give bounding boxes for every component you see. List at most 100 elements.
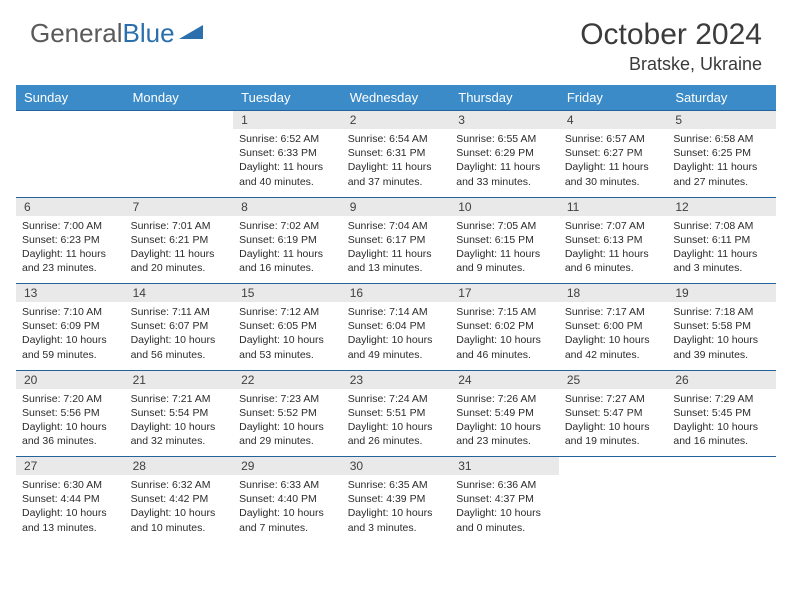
daylight-text: Daylight: 10 hours and 10 minutes.: [131, 506, 228, 534]
sunrise-text: Sunrise: 6:36 AM: [456, 478, 553, 492]
day-number-cell: 7: [125, 197, 234, 216]
daylight-text: Daylight: 10 hours and 0 minutes.: [456, 506, 553, 534]
sunset-text: Sunset: 6:33 PM: [239, 146, 336, 160]
day-header: Saturday: [667, 85, 776, 111]
daylight-text: Daylight: 10 hours and 53 minutes.: [239, 333, 336, 361]
day-number-cell: 10: [450, 197, 559, 216]
sunset-text: Sunset: 6:23 PM: [22, 233, 119, 247]
day-header: Monday: [125, 85, 234, 111]
day-number-cell: 29: [233, 457, 342, 476]
sunset-text: Sunset: 6:29 PM: [456, 146, 553, 160]
daylight-text: Daylight: 11 hours and 33 minutes.: [456, 160, 553, 188]
day-number-cell: 12: [667, 197, 776, 216]
sunset-text: Sunset: 6:31 PM: [348, 146, 445, 160]
day-content-cell: Sunrise: 7:26 AMSunset: 5:49 PMDaylight:…: [450, 389, 559, 457]
daylight-text: Daylight: 11 hours and 9 minutes.: [456, 247, 553, 275]
daylight-text: Daylight: 11 hours and 30 minutes.: [565, 160, 662, 188]
sunset-text: Sunset: 6:17 PM: [348, 233, 445, 247]
day-content-cell: Sunrise: 7:01 AMSunset: 6:21 PMDaylight:…: [125, 216, 234, 284]
day-content-cell: Sunrise: 6:52 AMSunset: 6:33 PMDaylight:…: [233, 129, 342, 197]
sunset-text: Sunset: 4:37 PM: [456, 492, 553, 506]
daylight-text: Daylight: 11 hours and 16 minutes.: [239, 247, 336, 275]
day-number-cell: 13: [16, 284, 125, 303]
daylight-text: Daylight: 10 hours and 7 minutes.: [239, 506, 336, 534]
day-content-cell: Sunrise: 7:07 AMSunset: 6:13 PMDaylight:…: [559, 216, 668, 284]
sunrise-text: Sunrise: 7:10 AM: [22, 305, 119, 319]
day-number-cell: 16: [342, 284, 451, 303]
day-number-cell: [16, 111, 125, 130]
day-number-cell: 22: [233, 370, 342, 389]
sunrise-text: Sunrise: 7:14 AM: [348, 305, 445, 319]
logo-text-2: Blue: [123, 18, 175, 48]
sunrise-text: Sunrise: 7:21 AM: [131, 392, 228, 406]
day-number-cell: [667, 457, 776, 476]
day-content-cell: Sunrise: 6:30 AMSunset: 4:44 PMDaylight:…: [16, 475, 125, 543]
day-content-cell: [16, 129, 125, 197]
daylight-text: Daylight: 10 hours and 19 minutes.: [565, 420, 662, 448]
day-number-cell: 5: [667, 111, 776, 130]
sunrise-text: Sunrise: 6:57 AM: [565, 132, 662, 146]
sunrise-text: Sunrise: 7:07 AM: [565, 219, 662, 233]
sunset-text: Sunset: 5:58 PM: [673, 319, 770, 333]
day-content-cell: Sunrise: 7:21 AMSunset: 5:54 PMDaylight:…: [125, 389, 234, 457]
sunset-text: Sunset: 6:11 PM: [673, 233, 770, 247]
title-block: October 2024 Bratske, Ukraine: [580, 18, 762, 75]
day-content-row: Sunrise: 6:52 AMSunset: 6:33 PM Daylight:…: [16, 129, 776, 197]
sunrise-text: Sunrise: 7:04 AM: [348, 219, 445, 233]
day-content-cell: Sunrise: 6:58 AMSunset: 6:25 PMDaylight:…: [667, 129, 776, 197]
daylight-text: Daylight: 10 hours and 56 minutes.: [131, 333, 228, 361]
sunrise-text: Sunrise: 6:52 AM: [239, 132, 336, 146]
page-title: October 2024: [580, 18, 762, 52]
sunrise-text: Sunrise: 6:35 AM: [348, 478, 445, 492]
sunrise-text: Sunrise: 6:54 AM: [348, 132, 445, 146]
daylight-text: Daylight: 10 hours and 29 minutes.: [239, 420, 336, 448]
sunrise-text: Sunrise: 7:27 AM: [565, 392, 662, 406]
logo-text: GeneralBlue: [30, 18, 175, 49]
day-number-cell: 20: [16, 370, 125, 389]
day-content-cell: [559, 475, 668, 543]
day-number-row: 12345: [16, 111, 776, 130]
sunset-text: Sunset: 6:27 PM: [565, 146, 662, 160]
day-number-cell: 28: [125, 457, 234, 476]
daylight-text: Daylight: 11 hours and 27 minutes.: [673, 160, 770, 188]
day-number-cell: 30: [342, 457, 451, 476]
day-content-cell: Sunrise: 7:27 AMSunset: 5:47 PMDaylight:…: [559, 389, 668, 457]
day-content-cell: Sunrise: 7:14 AMSunset: 6:04 PMDaylight:…: [342, 302, 451, 370]
day-content-cell: Sunrise: 7:15 AMSunset: 6:02 PMDaylight:…: [450, 302, 559, 370]
sunrise-text: Sunrise: 6:58 AM: [673, 132, 770, 146]
sunrise-text: Sunrise: 6:33 AM: [239, 478, 336, 492]
sunrise-text: Sunrise: 6:55 AM: [456, 132, 553, 146]
sunset-text: Sunset: 5:51 PM: [348, 406, 445, 420]
sunrise-text: Sunrise: 7:11 AM: [131, 305, 228, 319]
day-header: Wednesday: [342, 85, 451, 111]
logo-text-1: General: [30, 18, 123, 48]
day-content-cell: Sunrise: 6:35 AMSunset: 4:39 PMDaylight:…: [342, 475, 451, 543]
sunset-text: Sunset: 6:04 PM: [348, 319, 445, 333]
day-content-cell: Sunrise: 7:24 AMSunset: 5:51 PMDaylight:…: [342, 389, 451, 457]
sunrise-text: Sunrise: 7:29 AM: [673, 392, 770, 406]
day-content-cell: Sunrise: 6:36 AMSunset: 4:37 PMDaylight:…: [450, 475, 559, 543]
day-number-cell: 27: [16, 457, 125, 476]
day-content-row: Sunrise: 6:30 AMSunset: 4:44 PMDaylight:…: [16, 475, 776, 543]
day-number-cell: [559, 457, 668, 476]
day-number-cell: 23: [342, 370, 451, 389]
day-number-cell: 25: [559, 370, 668, 389]
day-number-cell: 17: [450, 284, 559, 303]
daylight-text: Daylight: 10 hours and 39 minutes.: [673, 333, 770, 361]
day-number-cell: 26: [667, 370, 776, 389]
sunrise-text: Sunrise: 7:05 AM: [456, 219, 553, 233]
day-number-row: 13141516171819: [16, 284, 776, 303]
day-header: Tuesday: [233, 85, 342, 111]
day-content-cell: Sunrise: 7:05 AMSunset: 6:15 PMDaylight:…: [450, 216, 559, 284]
day-content-cell: Sunrise: 7:29 AMSunset: 5:45 PMDaylight:…: [667, 389, 776, 457]
daylight-text: Daylight: 10 hours and 36 minutes.: [22, 420, 119, 448]
day-content-cell: [667, 475, 776, 543]
logo: GeneralBlue: [30, 18, 205, 49]
sunset-text: Sunset: 4:40 PM: [239, 492, 336, 506]
daylight-text: Daylight: 10 hours and 46 minutes.: [456, 333, 553, 361]
day-number-cell: 6: [16, 197, 125, 216]
sunset-text: Sunset: 6:21 PM: [131, 233, 228, 247]
daylight-text: Daylight: 10 hours and 26 minutes.: [348, 420, 445, 448]
sunset-text: Sunset: 6:09 PM: [22, 319, 119, 333]
day-content-cell: Sunrise: 7:11 AMSunset: 6:07 PMDaylight:…: [125, 302, 234, 370]
